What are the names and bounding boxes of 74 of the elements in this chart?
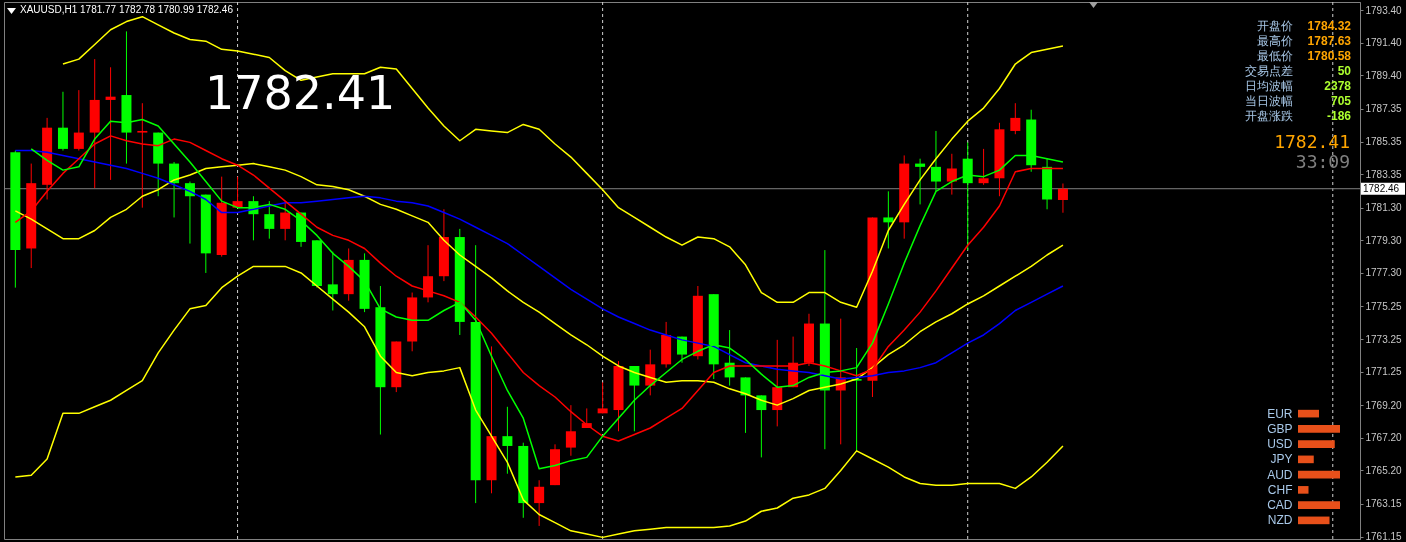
candlestick [930,130,941,192]
candlestick [946,153,957,196]
text: 1782.41 [1274,131,1350,152]
text: 最高价 [1257,34,1293,48]
y-tick-label: 1781.30 [1365,202,1403,214]
y-tick-label: 1793.40 [1365,4,1403,16]
text: 日均波幅 [1245,79,1293,93]
y-tick-label: 1775.25 [1365,300,1403,312]
candlestick [73,89,84,152]
y-tick-label: 1765.20 [1365,464,1403,476]
text: -186 [1326,109,1351,123]
bar [1298,501,1340,509]
candlestick [1057,183,1068,214]
y-tick-label: 1783.35 [1365,168,1403,180]
bar [1298,409,1319,418]
y-tick-label: AUD [1267,467,1293,482]
text: 33:09 [1295,151,1350,172]
candlestick [883,190,894,249]
text: 当日波幅 [1245,94,1293,108]
bar [1298,486,1309,494]
y-tick-label: 1787.35 [1365,103,1403,115]
text: 705 [1330,94,1351,108]
candlestick [423,244,434,303]
y-tick-label: JPY [1270,452,1293,467]
candlestick [978,148,989,186]
text: 50 [1337,64,1351,78]
candlestick [1010,102,1021,135]
candlestick [534,479,545,527]
y-tick-label: 1769.20 [1365,399,1403,411]
candlestick [772,339,783,427]
y-tick-label: 1763.15 [1365,498,1403,510]
candlestick [57,91,68,152]
bar [1298,470,1340,479]
candlestick [756,394,767,458]
y-tick-label: 1761.15 [1365,531,1403,542]
text: 最低价 [1257,49,1293,63]
y-tick-label: EUR [1267,406,1293,421]
line-series [62,15,1064,308]
y-tick-label: 1773.25 [1365,333,1403,345]
y-tick-label: USD [1267,437,1293,452]
y-tick-label: CAD [1267,498,1293,513]
text: 1780.58 [1307,49,1351,63]
y-tick-label: 1791.40 [1365,37,1403,49]
y-tick-label: 1777.30 [1365,267,1403,279]
candlestick [597,381,608,414]
y-tick-label: 1767.20 [1365,432,1403,444]
text: 1787.63 [1307,34,1351,48]
text: 2378 [1324,79,1351,93]
candlestick [327,251,338,311]
text: 开盘价 [1257,19,1293,33]
annotation: 1782.41 [205,66,396,120]
candlestick [629,365,640,432]
text: 1784.32 [1307,19,1351,33]
y-tick-label: GBP [1267,421,1293,436]
bar [1298,455,1314,464]
bar [1298,425,1340,433]
candlestick [502,406,513,475]
candlestick [740,376,751,434]
ref-line-label: 1782.46 [1363,182,1400,194]
y-tick-label: CHF [1267,482,1293,497]
y-tick-label: NZD [1267,513,1293,528]
line-series [14,265,1064,539]
bar [1298,516,1330,525]
y-tick-label: 1785.35 [1365,136,1403,148]
y-tick-label: 1771.25 [1365,366,1403,378]
bar [1298,440,1335,448]
text: 开盘涨跌 [1245,109,1293,123]
y-tick-label: 1779.30 [1365,234,1403,246]
y-tick-label: 1789.40 [1365,69,1403,81]
chart-title: XAUUSD,H1 1781.77 1782.78 1780.99 1782.46 [20,4,233,15]
candlestick [915,158,926,205]
text: 交易点差 [1245,64,1293,78]
candlestick [264,200,275,240]
candlestick [962,141,973,251]
